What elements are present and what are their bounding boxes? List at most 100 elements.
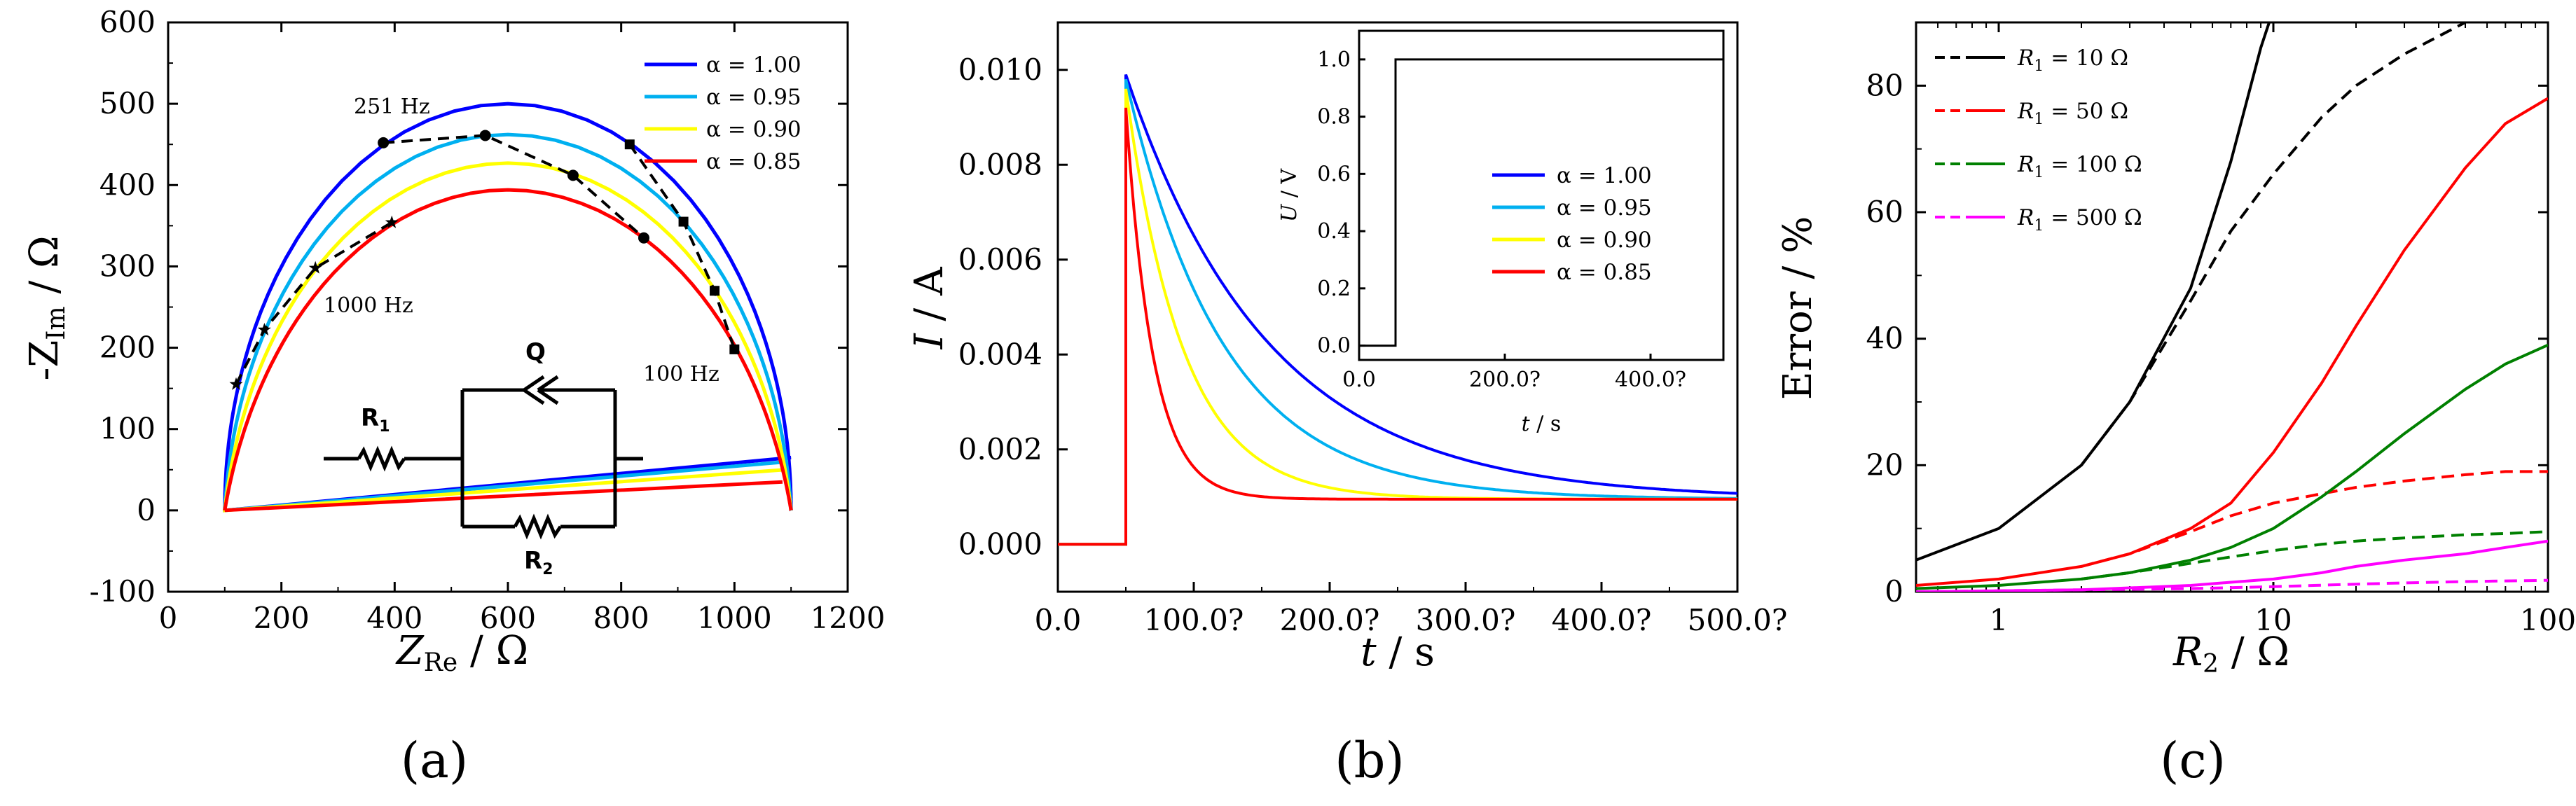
error-curve	[1916, 539, 2548, 592]
panel-c-series	[1916, 22, 2548, 592]
y-tick-label: 0.002	[958, 432, 1042, 466]
panel-b-y-axis-label: I / A	[907, 267, 952, 350]
panel-c-legend: R1 = 10 Ω R1 = 50 Ω R1 = 100 Ω R1 = 500 Ω	[1935, 46, 2142, 235]
frequency-dashed-line	[628, 144, 736, 350]
marker-star	[385, 215, 399, 228]
marker-circle	[567, 169, 579, 181]
y-tick-label: 40	[1866, 321, 1903, 356]
panel-c-plot-frame	[1915, 21, 2549, 593]
legend-label: α = 0.85	[1557, 260, 1652, 285]
y-tick-label: 0.8	[1317, 105, 1351, 130]
x-tick-label: 300.0?	[1416, 603, 1516, 637]
panel-b-caption: (b)	[1335, 732, 1404, 789]
y-tick-label: 0.4	[1317, 219, 1351, 244]
freq-label-251: 251 Hz	[354, 95, 430, 119]
panel-a-caption: (a)	[401, 732, 468, 789]
marker-star	[229, 377, 243, 390]
panel-b-inset-voltage-chart: 0.0 200.0? 400.0? 0.0 0.2 0.4 0.6 0.8 1.0	[1317, 48, 1723, 392]
panel-b-inset-x-label: t / s	[1522, 412, 1562, 436]
panel-a-ticks: 0 200 400 600 800 1000 1200-100010020030040050…	[90, 5, 886, 635]
y-tick-label: 300	[99, 249, 156, 283]
nyquist-curve	[223, 188, 793, 513]
legend-label: α = 0.95	[706, 85, 801, 110]
x-tick-label: 100	[2520, 603, 2576, 637]
equivalent-circuit-diagram	[324, 375, 643, 540]
marker-star	[257, 323, 271, 336]
current-curve	[1058, 78, 1737, 546]
circuit-label-r2: R2	[524, 547, 553, 578]
x-tick-label: 800	[593, 601, 649, 635]
y-tick-label: 60	[1866, 195, 1903, 229]
error-curve	[2081, 530, 2548, 581]
x-tick-label: 1000	[697, 601, 772, 635]
panel-a-frequency-markers	[229, 130, 740, 390]
y-tick-label: 600	[99, 5, 156, 39]
marker-circle	[479, 130, 491, 141]
y-tick-label: 0.010	[958, 53, 1042, 87]
marker-circle	[638, 232, 649, 244]
panel-a-frequency-labels: 251 Hz 1000 Hz 100 Hz	[324, 95, 719, 387]
panel-a-x-axis-label: ZRe / Ω	[395, 628, 528, 677]
panel-a-series	[223, 102, 793, 513]
y-tick-label: 100	[99, 412, 156, 446]
y-tick-label: 500	[99, 86, 156, 120]
x-tick-label: 1	[1990, 603, 2009, 637]
panel-c-ticks: 1 10 100 0 20 40 60 80	[1866, 22, 2576, 637]
x-tick-label: 1200	[811, 601, 886, 635]
panel-b-inset-frame	[1358, 29, 1725, 361]
frequency-dashed-line	[235, 221, 393, 385]
panel-b-current-chart: 0.0 100.0? 200.0? 300.0? 400.0? 500.0? 0.000 0.…	[907, 21, 1788, 789]
y-tick-label: 400	[99, 167, 156, 202]
x-tick-label: 0.0	[1035, 603, 1082, 637]
current-curve	[1058, 74, 1738, 546]
legend-label: α = 0.90	[706, 117, 801, 142]
legend-label: α = 0.85	[706, 149, 801, 174]
y-tick-label: 20	[1866, 447, 1903, 482]
x-tick-label: 200	[254, 601, 310, 635]
y-tick-label: 0.6	[1317, 162, 1351, 186]
legend-label: α = 0.90	[1557, 228, 1652, 253]
legend-label: R1 = 500 Ω	[2017, 205, 2142, 235]
legend-label: R1 = 100 Ω	[2017, 152, 2142, 181]
circuit-label-q: Q	[525, 338, 546, 366]
y-tick-label: 0.006	[958, 242, 1042, 277]
y-tick-label: 0.2	[1317, 277, 1351, 301]
x-tick-label: 400.0?	[1615, 368, 1686, 392]
legend-label: α = 1.00	[706, 53, 801, 78]
error-curve	[1916, 22, 2271, 562]
error-curve	[2080, 22, 2466, 466]
y-tick-label: 1.0	[1317, 48, 1351, 72]
legend-label: α = 1.00	[1557, 163, 1652, 188]
inset-voltage-step	[1359, 58, 1723, 347]
x-tick-label: 0.0	[1342, 368, 1376, 392]
y-tick-label: -100	[90, 574, 156, 609]
panel-b-legend: α = 1.00 α = 0.95 α = 0.90 α = 0.85	[1492, 163, 1652, 285]
error-curve	[1916, 578, 2548, 592]
panel-b-ticks: 0.0 100.0? 200.0? 300.0? 400.0? 500.0? 0.000 0.…	[958, 53, 1788, 637]
x-tick-label: 400.0?	[1552, 603, 1652, 637]
panel-c-x-axis-label: R2 / Ω	[2172, 630, 2289, 679]
y-tick-label: 0.008	[958, 147, 1042, 181]
x-tick-label: 0	[159, 601, 178, 635]
panel-b-series	[1058, 74, 1738, 546]
panel-a-legend: α = 1.00 α = 0.95 α = 0.90 α = 0.85	[645, 53, 801, 174]
x-tick-label: 10	[2254, 603, 2292, 637]
panel-a-y-axis-label: -ZIm / Ω	[22, 235, 71, 380]
panel-a-nyquist-chart: 0 200 400 600 800 1000 1200-100010020030040050…	[22, 5, 885, 789]
x-tick-label: 500.0?	[1688, 603, 1788, 637]
y-tick-label: 0.0	[1317, 334, 1351, 359]
x-tick-label: 200.0?	[1280, 603, 1380, 637]
current-curve	[1058, 107, 1737, 546]
y-tick-label: 200	[99, 331, 156, 365]
x-tick-label: 200.0?	[1469, 368, 1541, 392]
x-tick-label: 100.0?	[1144, 603, 1244, 637]
x-tick-label: 400	[366, 601, 422, 635]
marker-square	[624, 139, 635, 150]
legend-label: R1 = 10 Ω	[2017, 46, 2128, 75]
freq-label-100: 100 Hz	[643, 362, 719, 387]
y-tick-label: 80	[1866, 68, 1903, 102]
panel-b-x-axis-label: t / s	[1361, 630, 1435, 675]
freq-label-1000: 1000 Hz	[324, 293, 413, 318]
